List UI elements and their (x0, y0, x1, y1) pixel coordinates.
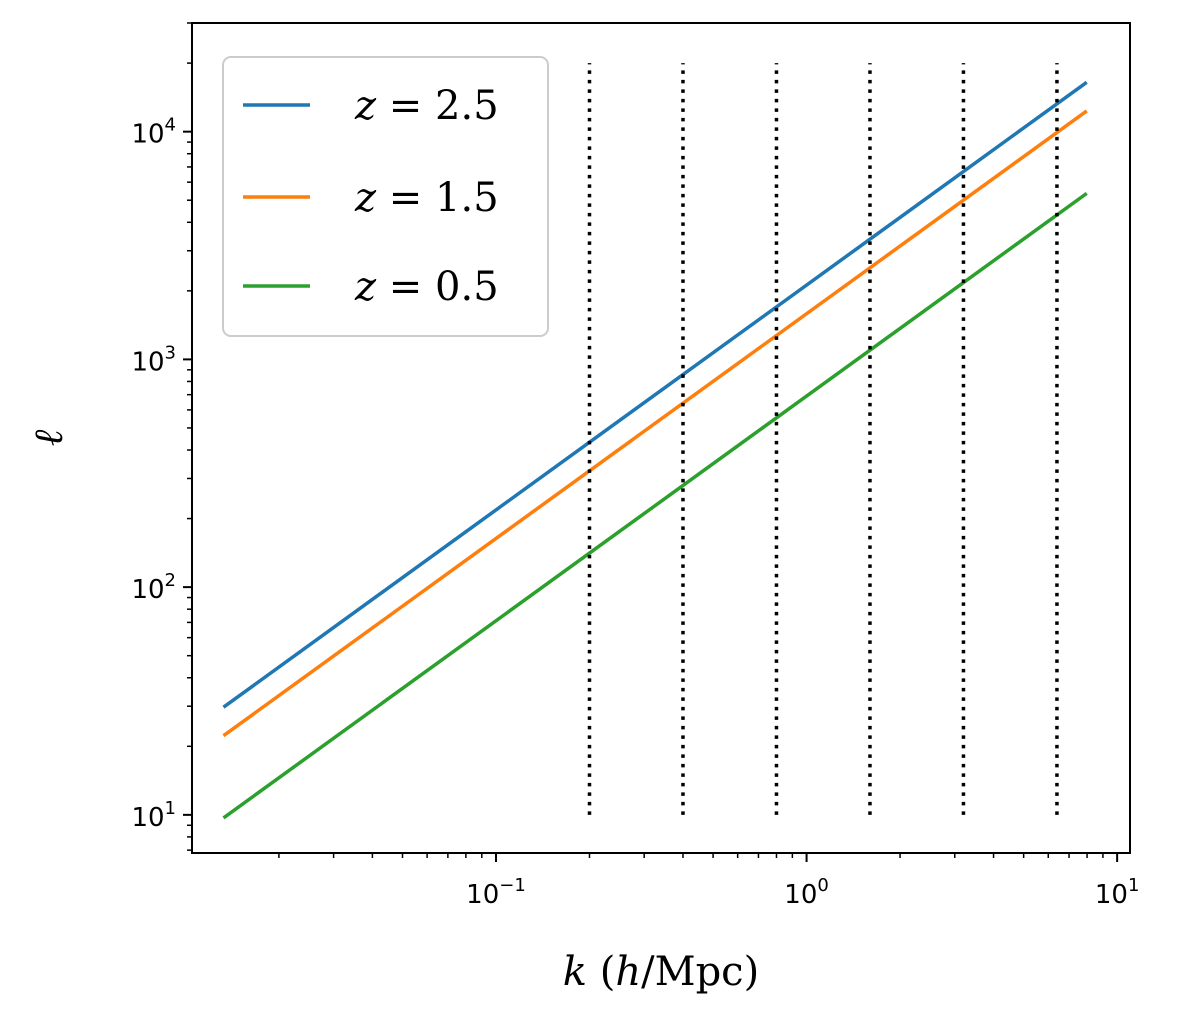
x-tick-label: 100 (784, 875, 829, 910)
x-tick-label: 101 (1095, 875, 1140, 910)
x-axis-label: k (h/Mpc) (563, 949, 759, 995)
y-tick-label: 102 (131, 570, 176, 605)
legend-label-0: z = 2.5 (354, 83, 499, 129)
y-tick-label: 103 (131, 342, 176, 377)
series-line-0 (222, 80, 1088, 709)
y-axis-label: ℓ (26, 429, 72, 446)
plot-area (191, 22, 1131, 854)
legend-box (222, 56, 549, 337)
legend-label-1: z = 1.5 (354, 175, 499, 221)
series-line-2 (222, 191, 1088, 820)
legend-label-2: z = 0.5 (354, 264, 499, 310)
series-layer (222, 80, 1088, 820)
vline-layer (587, 63, 1059, 815)
y-tick-label: 104 (131, 115, 176, 150)
tick-layer: 10−1 100 101 101 102 103 104 (131, 22, 1140, 910)
legend: z = 2.5 z = 1.5 z = 0.5 (222, 56, 549, 337)
y-tick-label: 101 (131, 798, 176, 833)
series-line-1 (222, 109, 1088, 738)
x-tick-label: 10−1 (466, 875, 526, 910)
